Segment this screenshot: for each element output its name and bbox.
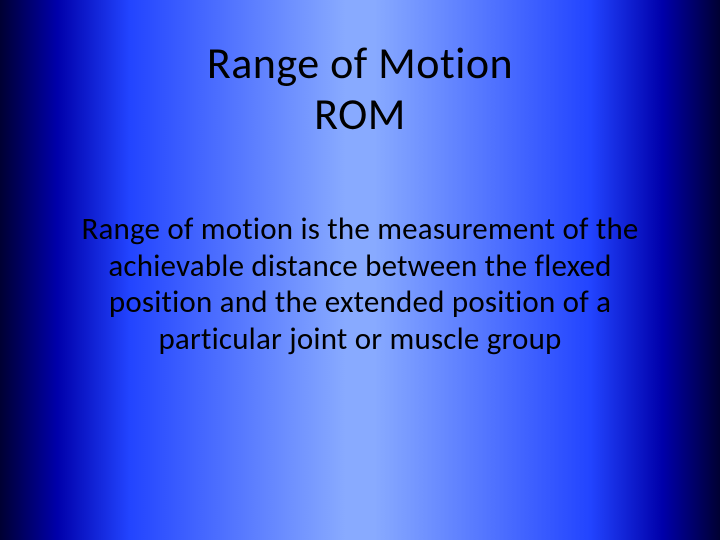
slide-title-line2: ROM — [207, 89, 513, 140]
slide-title-line1: Range of Motion — [207, 38, 513, 89]
slide-body-text: Range of motion is the measurement of th… — [80, 211, 640, 357]
presentation-slide: Range of Motion ROM Range of motion is t… — [0, 0, 720, 540]
slide-title-block: Range of Motion ROM — [207, 38, 513, 139]
